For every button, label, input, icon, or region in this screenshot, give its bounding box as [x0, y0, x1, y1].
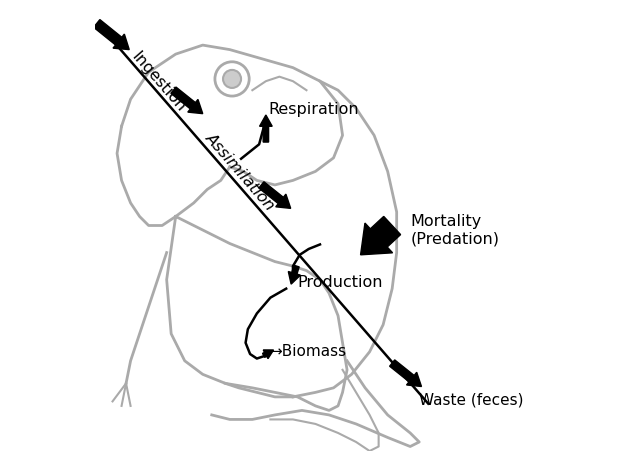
Text: →Biomass: →Biomass — [269, 344, 347, 359]
Text: Respiration: Respiration — [268, 102, 359, 117]
Circle shape — [215, 62, 249, 96]
FancyArrow shape — [259, 182, 291, 208]
FancyArrow shape — [262, 350, 273, 359]
FancyArrow shape — [260, 115, 272, 142]
Text: Waste (feces): Waste (feces) — [419, 392, 524, 407]
Text: Production: Production — [298, 275, 383, 290]
FancyArrow shape — [360, 216, 401, 255]
Text: Ingestion: Ingestion — [129, 49, 188, 115]
Text: Assimilation: Assimilation — [203, 130, 278, 213]
FancyArrow shape — [390, 360, 422, 387]
FancyArrow shape — [289, 265, 300, 284]
FancyArrow shape — [93, 19, 129, 50]
FancyArrow shape — [171, 87, 203, 114]
Circle shape — [223, 70, 241, 88]
Text: Mortality
(Predation): Mortality (Predation) — [410, 214, 499, 246]
